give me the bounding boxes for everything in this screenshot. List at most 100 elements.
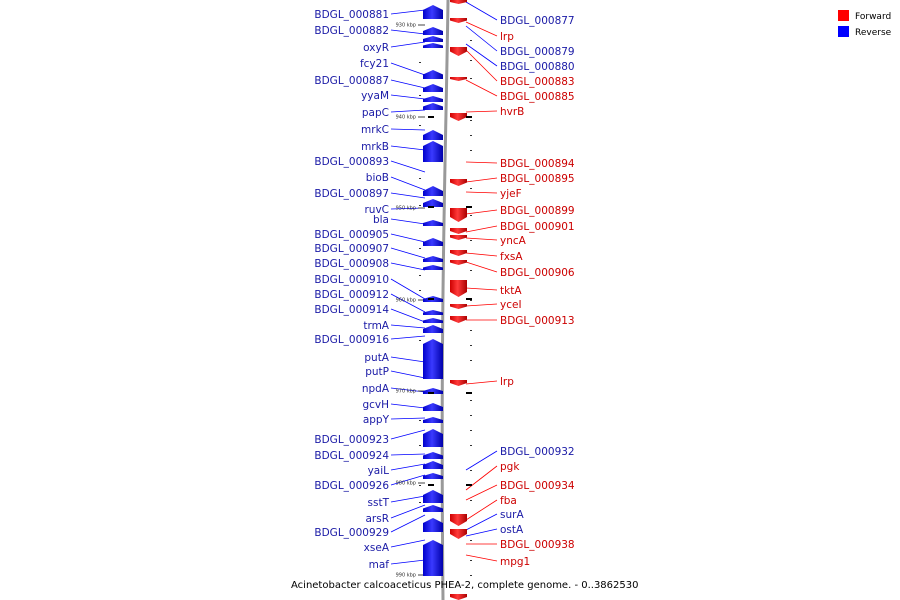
- reverse-gene-label: BDGL_000910: [314, 274, 389, 286]
- reverse-label-connector: [390, 504, 426, 519]
- forward-label-connector: [465, 287, 498, 291]
- forward-gene-feature: [450, 529, 467, 539]
- reverse-gene-feature: [423, 220, 443, 226]
- forward-label-connector: [465, 191, 498, 194]
- reverse-gene-label: bioB: [366, 172, 389, 184]
- reverse-gene-label: putP: [365, 366, 389, 378]
- reverse-gene-label: BDGL_000908: [314, 258, 389, 270]
- scale-tick-label: 980 kbp: [396, 481, 416, 487]
- reverse-gene-label: BDGL_000929: [314, 527, 389, 539]
- legend-forward-swatch: [838, 10, 849, 21]
- forward-label-connector: [465, 465, 498, 491]
- reverse-gene-label: BDGL_000914: [314, 304, 389, 316]
- reverse-gene-feature: [423, 403, 443, 411]
- reverse-gene-label: BDGL_000887: [314, 75, 389, 87]
- forward-gene-label: lrp: [500, 376, 514, 388]
- minor-mark: [470, 40, 472, 41]
- forward-gene-label: surA: [500, 509, 524, 521]
- reverse-gene-label: mrkC: [361, 124, 389, 136]
- reverse-gene-label: BDGL_000916: [314, 334, 389, 346]
- minor-mark: [419, 445, 421, 446]
- reverse-gene-label: BDGL_000893: [314, 156, 389, 168]
- forward-label-connector: [465, 225, 498, 233]
- minor-mark: [419, 420, 421, 421]
- reverse-label-connector: [390, 474, 426, 486]
- scale-tick-label: 970 kbp: [396, 389, 416, 395]
- reverse-gene-label: npdA: [362, 383, 390, 395]
- minor-mark: [419, 95, 421, 96]
- minor-mark: [470, 60, 472, 61]
- minor-mark: [470, 215, 472, 216]
- scale-tick-label: 930 kbp: [396, 23, 416, 29]
- forward-short-feature: [466, 206, 472, 208]
- reverse-gene-feature: [423, 429, 443, 447]
- reverse-gene-feature: [423, 70, 443, 79]
- reverse-label-connector: [390, 160, 426, 173]
- minor-mark: [470, 330, 472, 331]
- forward-gene-label: BDGL_000885: [500, 91, 575, 103]
- legend-reverse-swatch: [838, 26, 849, 37]
- reverse-short-feature: [428, 298, 434, 300]
- reverse-gene-label: appY: [363, 414, 390, 426]
- reverse-gene-label: yaiL: [368, 465, 390, 477]
- minor-mark: [470, 135, 472, 136]
- reverse-gene-feature: [423, 84, 443, 92]
- forward-gene-label: BDGL_000906: [500, 267, 575, 279]
- forward-gene-feature: [450, 594, 467, 600]
- reverse-label-connector: [390, 192, 426, 199]
- forward-gene-label: BDGL_000879: [500, 46, 575, 58]
- reverse-gene-feature: [423, 339, 443, 379]
- minor-mark: [470, 575, 472, 576]
- reverse-label-connector: [390, 356, 426, 363]
- forward-gene-feature: [450, 316, 467, 323]
- reverse-label-connector: [390, 495, 426, 503]
- forward-label-connector: [465, 25, 498, 52]
- forward-label-connector: [465, 177, 498, 183]
- minor-mark: [419, 502, 421, 503]
- forward-gene-label: BDGL_000932: [500, 446, 575, 458]
- forward-gene-label: BDGL_000880: [500, 61, 575, 73]
- reverse-short-feature: [428, 392, 434, 394]
- reverse-label-connector: [390, 514, 426, 533]
- legend: Forward Reverse: [838, 10, 892, 38]
- forward-gene-label: BDGL_000894: [500, 158, 575, 170]
- reverse-label-connector: [390, 109, 426, 113]
- reverse-label-connector: [390, 94, 426, 100]
- forward-gene-label: fba: [500, 495, 517, 507]
- forward-label-connector: [465, 261, 498, 273]
- reverse-gene-feature: [423, 461, 443, 469]
- reverse-gene-feature: [423, 186, 443, 196]
- reverse-gene-label: maf: [369, 559, 390, 571]
- forward-gene-label: BDGL_000899: [500, 205, 575, 217]
- reverse-gene-label: oxyR: [363, 42, 389, 54]
- forward-label-connector: [465, 49, 498, 82]
- reverse-label-connector: [390, 539, 426, 548]
- minor-mark: [419, 62, 421, 63]
- forward-label-connector: [465, 237, 498, 241]
- forward-gene-label: yceI: [500, 299, 522, 311]
- reverse-label-connector: [390, 559, 426, 565]
- forward-gene-label: BDGL_000895: [500, 173, 575, 185]
- reverse-label-connector: [390, 278, 426, 300]
- minor-mark: [470, 560, 472, 561]
- scale-tick-label: 940 kbp: [396, 115, 416, 121]
- forward-label-connector: [465, 252, 498, 257]
- forward-short-feature: [466, 298, 472, 300]
- minor-mark: [470, 345, 472, 346]
- reverse-gene-feature: [423, 36, 443, 42]
- reverse-gene-feature: [423, 505, 443, 512]
- minor-mark: [470, 430, 472, 431]
- reverse-short-feature: [428, 206, 434, 208]
- reverse-gene-feature: [423, 325, 443, 333]
- scale-tick-label: 960 kbp: [396, 298, 416, 304]
- reverse-gene-label: BDGL_000907: [314, 243, 389, 255]
- reverse-gene-feature: [423, 452, 443, 459]
- legend-reverse-label: Reverse: [855, 28, 892, 38]
- reverse-gene-feature: [423, 43, 443, 48]
- forward-short-feature: [466, 484, 472, 486]
- forward-gene-feature: [450, 514, 467, 526]
- genome-caption: Acinetobacter calcoaceticus PHEA-2, comp…: [291, 580, 639, 591]
- minor-mark: [419, 290, 421, 291]
- forward-label-connector: [465, 380, 498, 385]
- forward-gene-label: fxsA: [500, 251, 523, 263]
